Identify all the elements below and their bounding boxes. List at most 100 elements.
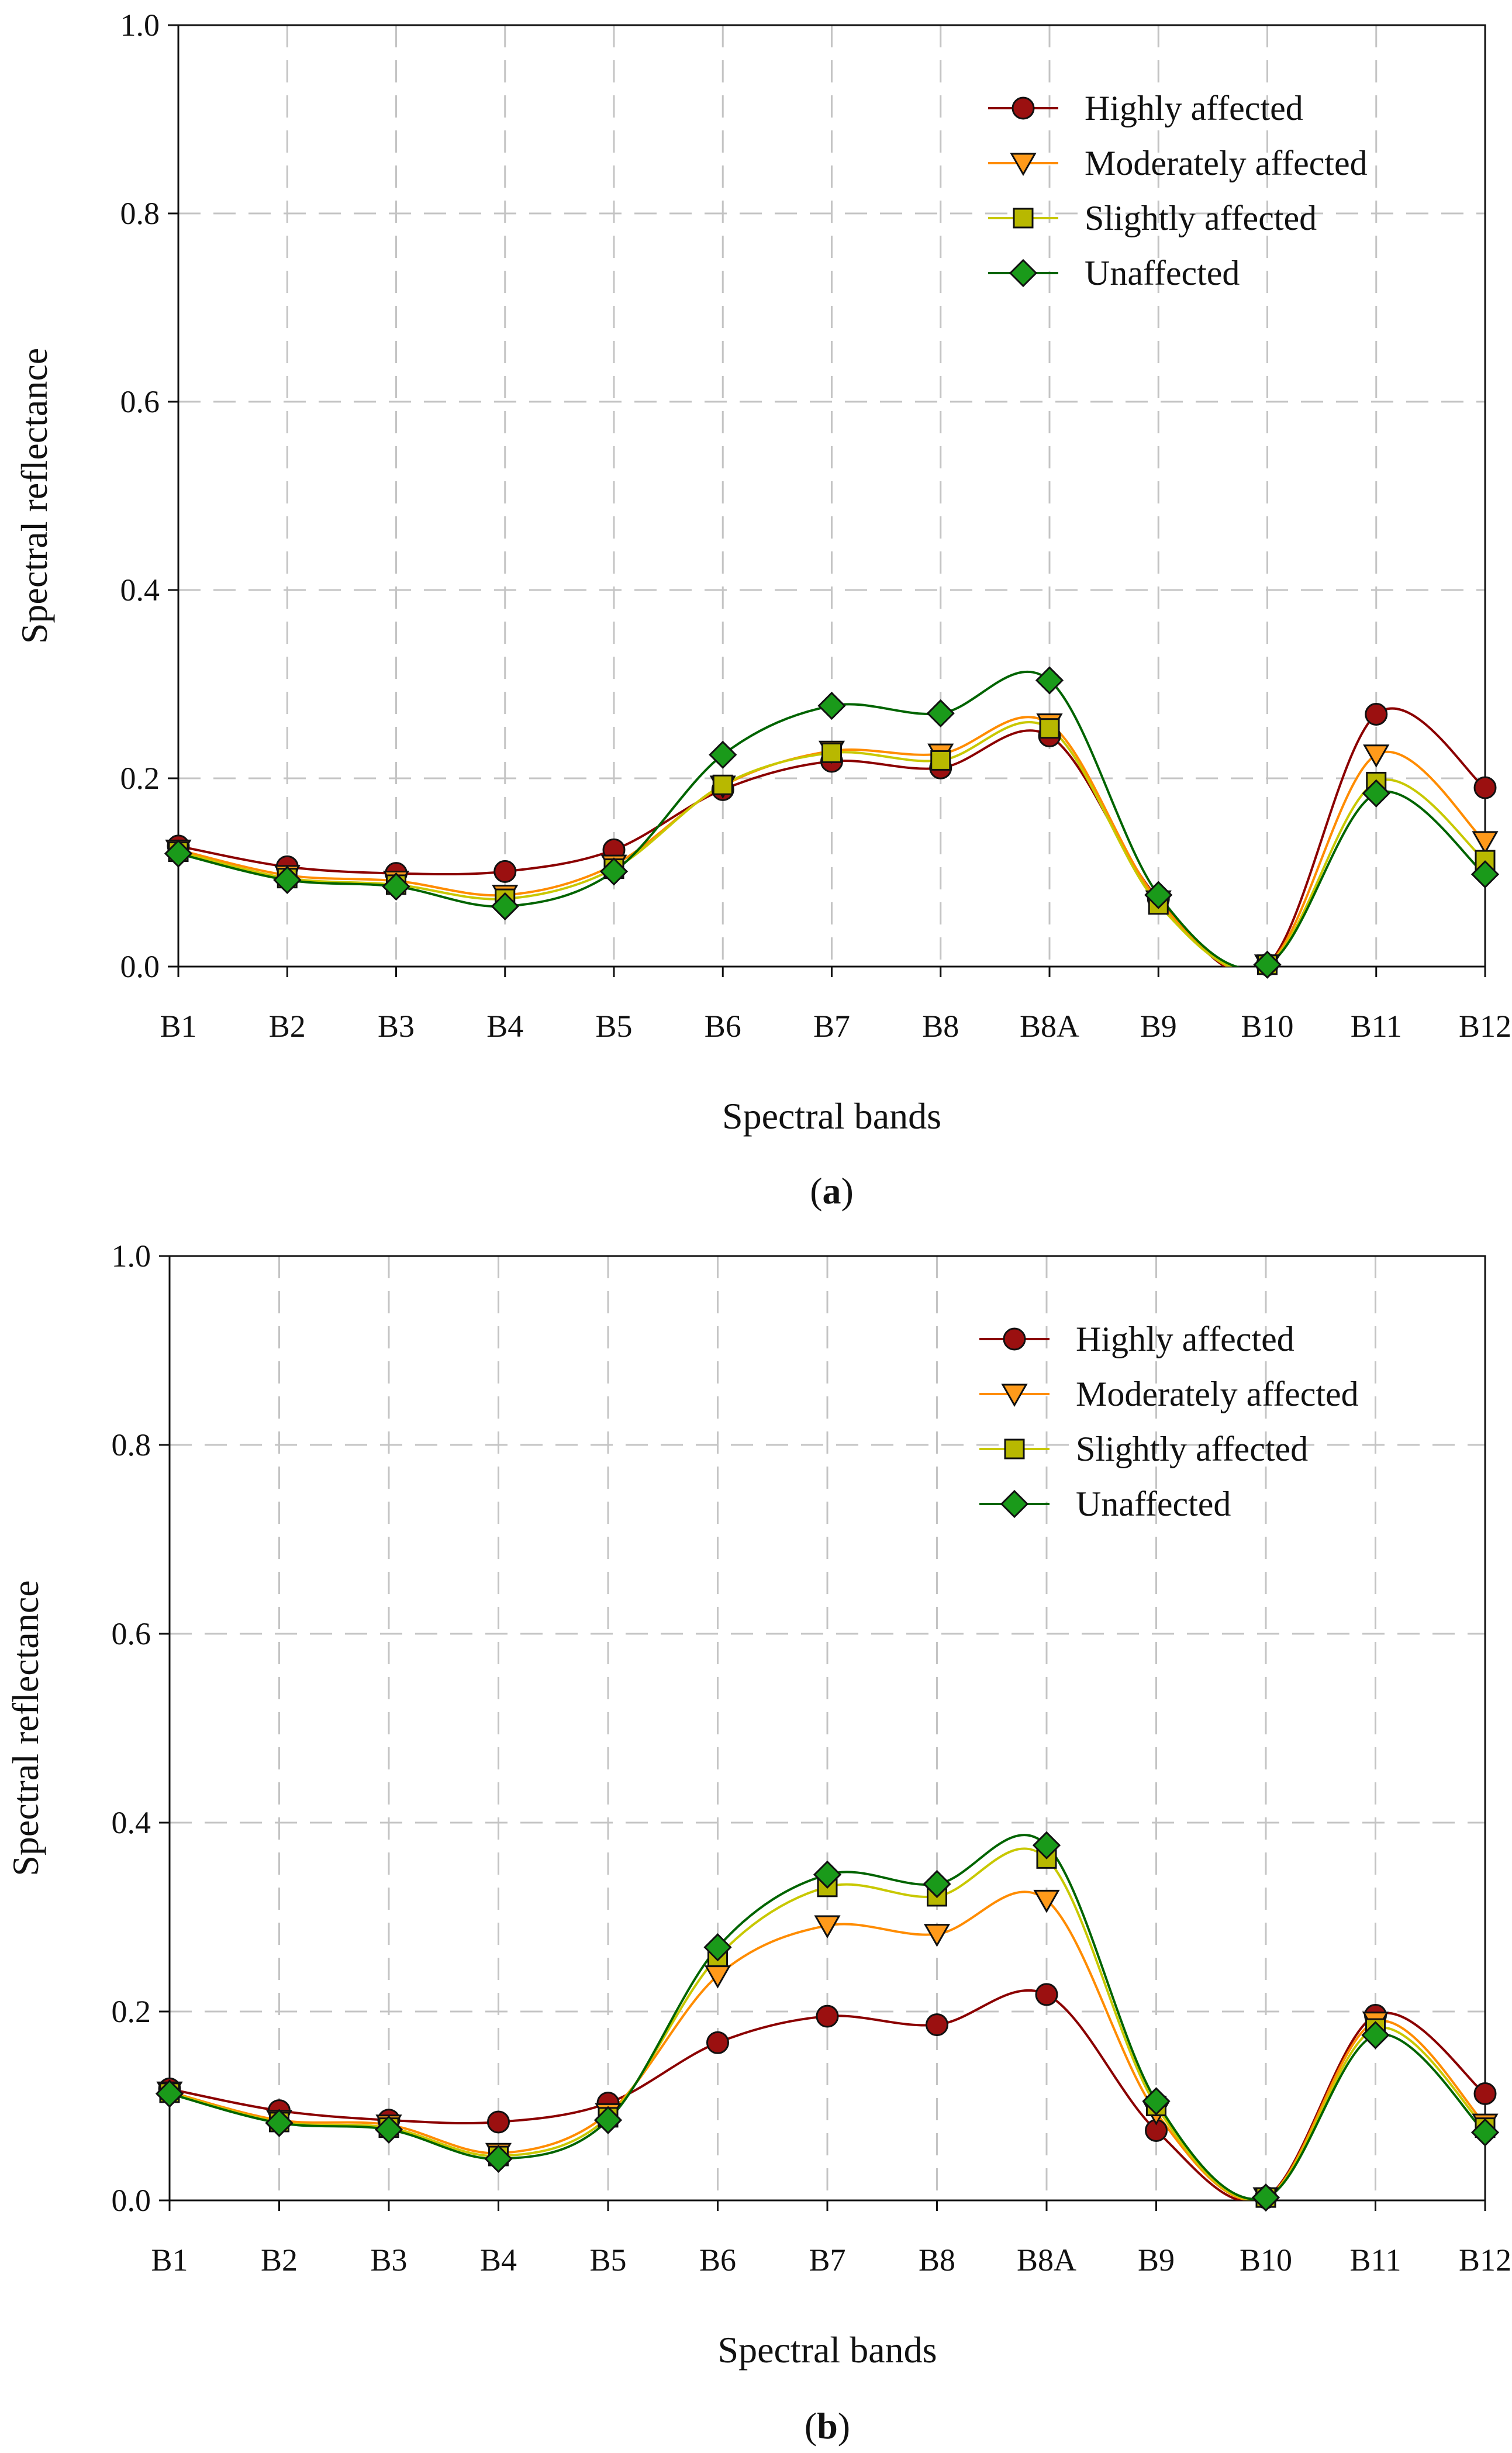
panel-label: (a) <box>810 1170 854 1212</box>
data-point <box>1142 2087 1171 2116</box>
legend: Highly affected Moderately affected Slight… <box>979 1320 1359 1523</box>
x-tick-label: B2 <box>261 2242 298 2278</box>
data-point <box>1033 1889 1060 1913</box>
grid <box>170 1256 1485 2200</box>
x-tick-label: B1 <box>151 2242 188 2278</box>
data-point <box>923 1869 951 1899</box>
series-lines <box>178 671 1485 967</box>
x-tick-label: B9 <box>1138 2242 1175 2278</box>
data-point <box>1472 831 1499 854</box>
legend-label: Unaffected <box>1085 254 1240 292</box>
x-tick-label: B8A <box>1020 1009 1079 1044</box>
x-tick-label: B8 <box>919 2242 955 2278</box>
legend-marker <box>1009 258 1038 288</box>
data-point <box>1473 776 1497 799</box>
x-tick-label: B8 <box>922 1009 959 1044</box>
data-point <box>923 1924 951 1947</box>
x-axis-label: Spectral bands <box>718 2329 937 2371</box>
y-axis-label: Spectral reflectance <box>13 348 55 644</box>
series-line-unaffected <box>178 671 1485 967</box>
legend-marker <box>1000 1489 1029 1519</box>
data-point <box>1253 950 1282 979</box>
data-point <box>1363 744 1390 768</box>
y-tick-label: 0.0 <box>112 2183 151 2218</box>
x-tick-label: B12 <box>1459 1009 1511 1044</box>
data-point <box>484 2144 513 2173</box>
y-tick-label: 0.4 <box>112 1805 151 1840</box>
data-point <box>593 2106 623 2134</box>
legend-marker <box>1010 153 1037 177</box>
data-point <box>1470 860 1500 889</box>
legend-marker <box>1004 1438 1025 1460</box>
x-tick-label: B9 <box>1140 1009 1177 1044</box>
data-point <box>709 740 737 769</box>
x-tick-label: B3 <box>378 1009 415 1044</box>
x-tick-label: B7 <box>813 1009 850 1044</box>
data-point <box>382 872 410 901</box>
series-markers-unaffected <box>164 666 1500 979</box>
data-point <box>814 1915 841 1939</box>
data-point <box>1039 718 1060 739</box>
chart-panel-a: 0.0 0.2 0.4 0.6 0.8 1.0 B1 B2 B3 B4 B5 B6 B7 B8 B8A B9 B… <box>13 8 1511 1212</box>
data-point <box>273 865 302 895</box>
grid <box>178 25 1485 967</box>
y-axis-label: Spectral reflectance <box>5 1580 46 1876</box>
legend-marker <box>1012 96 1035 120</box>
legend-marker <box>1001 1384 1028 1407</box>
data-point <box>1362 779 1390 808</box>
x-tick-label: B1 <box>160 1009 196 1044</box>
series-line-highly-affected <box>178 707 1485 967</box>
x-tick-label: B10 <box>1241 1009 1293 1044</box>
data-point <box>1035 1983 1058 2006</box>
x-tick-label: B5 <box>589 2242 626 2278</box>
y-tick-label: 0.6 <box>120 384 160 419</box>
data-point <box>1035 666 1064 695</box>
series-lines <box>170 1834 1485 2200</box>
x-tick-label: B4 <box>486 1009 523 1044</box>
y-tick-label: 1.0 <box>112 1238 151 1274</box>
y-tick-label: 1.0 <box>120 8 160 43</box>
data-point <box>1144 881 1173 909</box>
y-tick-label: 0.8 <box>120 196 160 231</box>
data-point <box>817 691 846 720</box>
series-markers-unaffected <box>155 1831 1500 2212</box>
y-tick-label: 0.4 <box>120 572 160 608</box>
data-point <box>265 2109 294 2137</box>
chart-panel-b: 0.0 0.2 0.4 0.6 0.8 1.0 B1 B2 B3 B4 B5 B6 B7 B8 B8A B9 B… <box>5 1238 1511 2447</box>
data-point <box>599 857 629 886</box>
x-tick-label: B6 <box>699 2242 736 2278</box>
x-tick-label: B5 <box>595 1009 632 1044</box>
legend-marker <box>1003 1327 1026 1351</box>
series-line-moderately-affected <box>178 716 1485 967</box>
panel-label: (b) <box>805 2405 850 2447</box>
x-axis-label: Spectral bands <box>722 1095 941 1137</box>
data-point <box>816 2005 839 2028</box>
x-tick-label: B3 <box>370 2242 407 2278</box>
data-point <box>1251 2183 1280 2212</box>
data-point <box>155 2079 184 2108</box>
data-point <box>930 750 951 771</box>
data-point <box>374 2115 403 2144</box>
data-point <box>1473 2082 1497 2106</box>
legend-marker <box>1013 208 1034 229</box>
data-point <box>1361 2021 1390 2050</box>
data-point <box>926 699 955 728</box>
y-tick-label: 0.6 <box>112 1616 151 1651</box>
series-line-slightly-affected <box>178 720 1485 967</box>
legend-label: Moderately affected <box>1085 144 1368 182</box>
x-tick-label: B8A <box>1017 2242 1076 2278</box>
data-point <box>821 743 842 764</box>
x-tick-label: B11 <box>1351 1009 1402 1044</box>
legend: Highly affected Moderately affected Slight… <box>988 89 1368 292</box>
x-tick-label: B11 <box>1349 2242 1401 2278</box>
legend-label: Unaffected <box>1076 1485 1231 1523</box>
legend-label: Highly affected <box>1085 89 1303 127</box>
data-point <box>1470 2118 1500 2147</box>
data-point <box>487 2110 510 2134</box>
data-point <box>706 2031 729 2054</box>
series-line-unaffected <box>170 1834 1485 2200</box>
x-tick-label: B6 <box>705 1009 741 1044</box>
y-tick-label: 0.2 <box>112 1994 151 2029</box>
